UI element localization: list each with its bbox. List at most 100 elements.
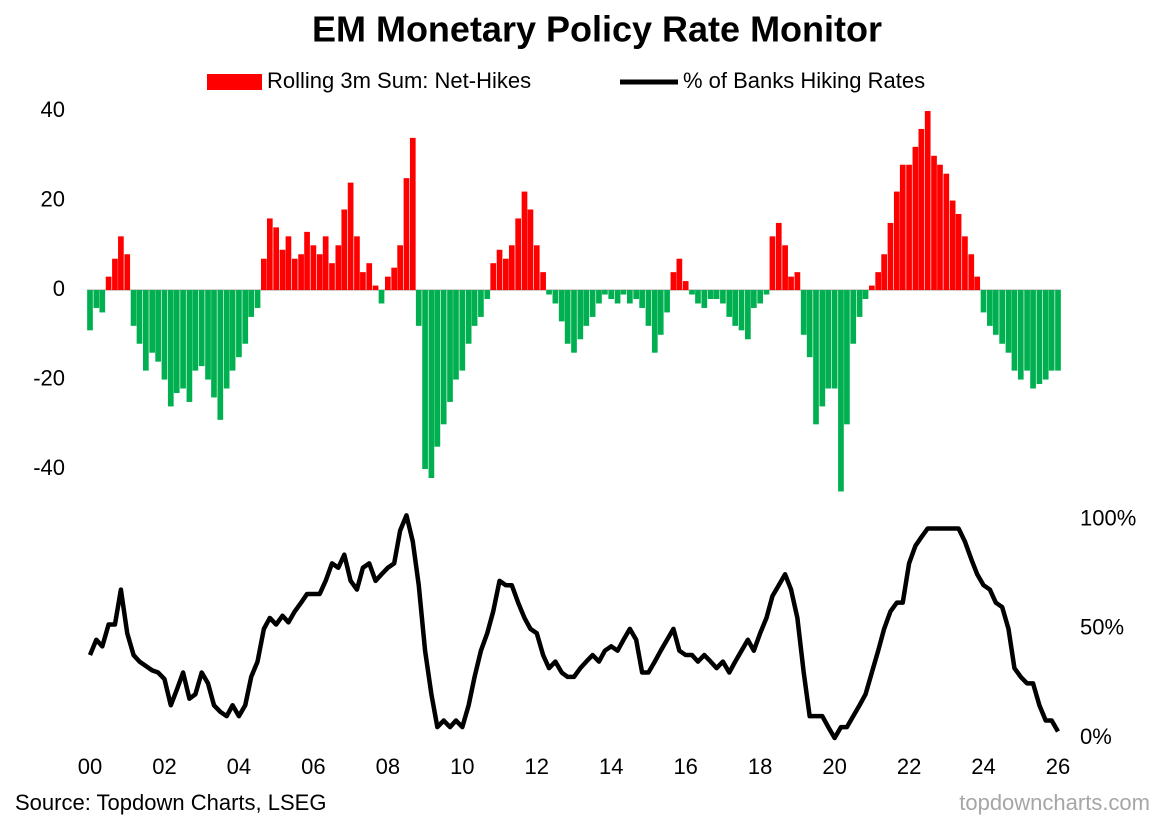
- bar: [757, 290, 764, 304]
- bar: [521, 191, 528, 291]
- bar: [813, 290, 819, 425]
- bar: [577, 290, 584, 340]
- bar: [645, 290, 652, 326]
- bar: [856, 290, 863, 317]
- y2-tick-label: 0%: [1080, 724, 1112, 749]
- bar: [130, 290, 137, 326]
- bar: [732, 290, 739, 326]
- bar: [825, 290, 832, 389]
- bar: [571, 290, 577, 353]
- bar: [285, 236, 292, 291]
- bar: [695, 290, 701, 304]
- bar: [844, 290, 850, 425]
- bar: [173, 290, 180, 393]
- bar: [229, 290, 236, 371]
- bar: [186, 290, 193, 402]
- bar: [707, 290, 714, 299]
- bar: [943, 173, 950, 291]
- bar: [850, 290, 857, 344]
- bar: [1030, 290, 1036, 389]
- bar: [745, 290, 751, 340]
- bar: [391, 267, 398, 291]
- bar: [142, 290, 149, 371]
- bar: [248, 290, 255, 317]
- bar: [310, 245, 317, 291]
- bar: [819, 290, 826, 407]
- bar: [540, 272, 546, 291]
- bar: [868, 285, 875, 291]
- bar: [465, 290, 472, 344]
- bar: [838, 290, 844, 492]
- line: [87, 513, 1060, 741]
- x-tick-label: 10: [450, 754, 474, 779]
- bar: [657, 290, 664, 335]
- bar: [1042, 290, 1049, 380]
- bar: [788, 276, 794, 291]
- bar: [453, 290, 459, 380]
- bar: [471, 290, 478, 326]
- bar: [987, 290, 993, 326]
- bar: [589, 290, 596, 317]
- bar: [750, 290, 757, 308]
- bar: [105, 276, 112, 291]
- bar: [949, 200, 956, 291]
- bar: [713, 290, 720, 299]
- bar: [415, 290, 422, 326]
- bar: [118, 236, 124, 291]
- x-tick-label: 04: [227, 754, 251, 779]
- bar: [620, 290, 627, 295]
- bar: [93, 290, 100, 308]
- bar: [552, 290, 559, 304]
- bar: [180, 290, 186, 389]
- bar: [831, 290, 838, 389]
- bar: [899, 164, 906, 291]
- bar: [254, 290, 261, 308]
- bar: [664, 290, 670, 313]
- bar: [689, 290, 695, 295]
- bar: [533, 245, 540, 291]
- bar: [335, 245, 342, 291]
- bar: [384, 276, 391, 291]
- bar: [918, 128, 925, 291]
- y-tick-label: 0: [53, 276, 65, 301]
- bar: [167, 290, 174, 407]
- bar: [1048, 290, 1055, 371]
- x-tick-label: 00: [78, 754, 102, 779]
- bar: [775, 222, 782, 291]
- bar: [924, 111, 931, 291]
- bar: [1024, 290, 1030, 371]
- bar: [409, 137, 416, 291]
- bar: [99, 290, 106, 313]
- bar: [440, 290, 447, 425]
- legend-label: Rolling 3m Sum: Net-Hikes: [267, 68, 531, 93]
- bar: [720, 290, 726, 304]
- bar: [298, 254, 304, 291]
- bar: [1017, 290, 1024, 380]
- bar: [1011, 290, 1018, 371]
- watermark: topdowncharts.com: [959, 790, 1150, 815]
- bar: [992, 290, 999, 335]
- bar: [769, 236, 776, 291]
- bar: [112, 258, 118, 291]
- bar: [955, 213, 962, 291]
- bar: [304, 231, 310, 291]
- bar: [1005, 290, 1012, 353]
- bar: [503, 258, 509, 291]
- bar: [682, 281, 689, 291]
- bar: [893, 191, 900, 291]
- x-tick-label: 24: [971, 754, 995, 779]
- bar: [478, 290, 484, 317]
- bar: [676, 258, 683, 291]
- bar: [322, 236, 329, 291]
- bar: [366, 263, 373, 291]
- bar: [881, 254, 887, 291]
- x-tick-label: 08: [376, 754, 400, 779]
- bar: [217, 290, 224, 420]
- bar: [496, 249, 503, 291]
- bar: [614, 290, 621, 304]
- bar: [806, 290, 813, 358]
- bar: [931, 155, 937, 291]
- chart-title: EM Monetary Policy Rate Monitor: [312, 9, 882, 50]
- bar: [1036, 290, 1043, 385]
